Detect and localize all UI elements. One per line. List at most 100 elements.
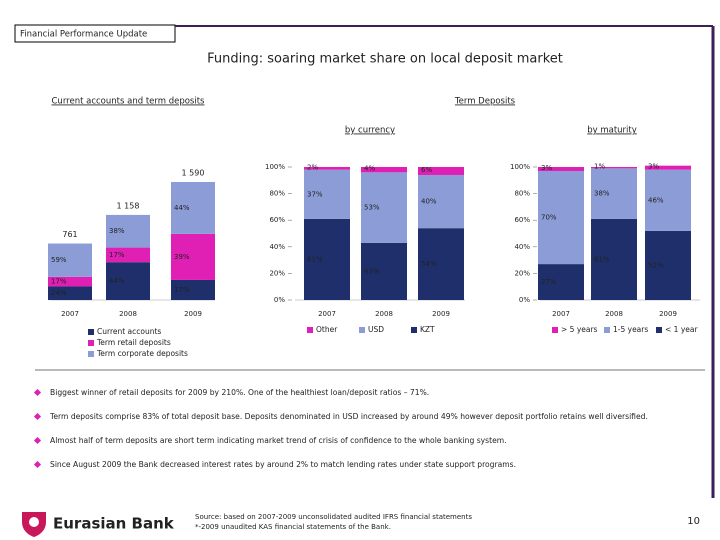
- value-label: 61%: [307, 255, 323, 263]
- y-tick-label: 60%: [514, 216, 530, 224]
- y-tick-label: 0%: [274, 296, 285, 304]
- legend-label: < 1 year: [665, 325, 698, 334]
- bar-segment: [591, 167, 637, 169]
- legend-label: Other: [316, 325, 338, 334]
- bar-segment: [645, 165, 691, 170]
- total-label: 761: [62, 230, 77, 239]
- source-line: Source: based on 2007-2009 unconsolidate…: [195, 513, 472, 521]
- logo: Eurasian Bank: [22, 512, 175, 537]
- bar-segment: [361, 167, 407, 173]
- value-label: 61%: [594, 255, 610, 263]
- bar-segment: [538, 264, 584, 300]
- bar-segment: [591, 218, 637, 300]
- bullet-marker: [33, 436, 42, 445]
- bullet-marker: [33, 388, 42, 397]
- bar-segment: [591, 168, 637, 219]
- bullet-text: Term deposits comprise 83% of total depo…: [49, 412, 648, 421]
- legend-swatch: [552, 327, 558, 333]
- slide-title: Funding: soaring market share on local d…: [207, 52, 563, 67]
- value-label: 70%: [541, 214, 557, 222]
- legend-swatch: [88, 340, 94, 346]
- legend-swatch: [88, 351, 94, 357]
- value-label: 52%: [648, 261, 664, 269]
- bar-segment: [304, 167, 350, 170]
- bar-segment: [645, 169, 691, 231]
- value-label: 6%: [421, 166, 432, 174]
- value-label: 43%: [364, 267, 380, 275]
- value-label: 3%: [541, 164, 552, 172]
- legend-label: USD: [368, 325, 384, 334]
- legend-label: Term retail deposits: [96, 338, 171, 347]
- y-tick-label: 100%: [510, 163, 530, 171]
- x-tick-label: 2008: [605, 310, 623, 318]
- chart-title: by currency: [345, 126, 395, 136]
- y-tick-label: 80%: [269, 190, 285, 198]
- total-label: 1 590: [182, 169, 205, 178]
- y-tick-label: 100%: [265, 163, 285, 171]
- legend-label: Current accounts: [97, 327, 161, 336]
- x-tick-label: 2007: [61, 310, 79, 318]
- bar-segment: [304, 218, 350, 300]
- value-label: 4%: [364, 165, 375, 173]
- value-label: 44%: [109, 277, 125, 285]
- value-label: 17%: [109, 251, 125, 259]
- bar-segment: [171, 279, 215, 300]
- bullet-marker: [33, 460, 42, 469]
- value-label: 53%: [364, 204, 380, 212]
- value-label: 39%: [174, 253, 190, 261]
- legend-label: Term corporate deposits: [96, 349, 188, 358]
- legend-swatch: [604, 327, 610, 333]
- page-number: 10: [687, 516, 700, 527]
- x-tick-label: 2009: [432, 310, 450, 318]
- legend-swatch: [411, 327, 417, 333]
- section-box: [14, 24, 176, 43]
- bar-segment: [106, 262, 150, 300]
- value-label: 17%: [51, 278, 67, 286]
- x-tick-label: 2009: [184, 310, 202, 318]
- bar-segment: [538, 167, 584, 171]
- value-label: 1%: [594, 163, 605, 171]
- legend-swatch: [307, 327, 313, 333]
- value-label: 24%: [51, 289, 67, 297]
- bar-segment: [171, 233, 215, 280]
- value-label: 37%: [307, 190, 323, 198]
- bar-segment: [48, 243, 92, 277]
- bar-segment: [361, 242, 407, 300]
- bar-segment: [48, 286, 92, 300]
- value-label: 38%: [594, 190, 610, 198]
- bar-segment: [418, 167, 464, 175]
- value-label: 54%: [421, 260, 437, 268]
- y-tick-label: 40%: [514, 243, 530, 251]
- total-label: 1 158: [117, 201, 140, 210]
- legend-swatch: [359, 327, 365, 333]
- chart-title: Current accounts and term deposits: [52, 97, 206, 107]
- x-tick-label: 2008: [375, 310, 393, 318]
- y-tick-label: 0%: [519, 296, 530, 304]
- bar-segment: [106, 247, 150, 263]
- bullet-text: Since August 2009 the Bank decreased int…: [50, 460, 516, 469]
- bullet-text: Biggest winner of retail deposits for 20…: [50, 388, 429, 397]
- legend-swatch: [656, 327, 662, 333]
- y-tick-label: 60%: [269, 216, 285, 224]
- section-title: Financial Performance Update: [20, 30, 147, 40]
- x-tick-label: 2009: [659, 310, 677, 318]
- bar-segment: [48, 276, 92, 287]
- logo-emblem: [29, 517, 39, 527]
- source-line: *-2009 unaudited KAS financial statement…: [195, 523, 391, 531]
- bar-segment: [361, 172, 407, 243]
- legend-swatch: [88, 329, 94, 335]
- legend-label: 1-5 years: [613, 325, 648, 334]
- x-tick-label: 2008: [119, 310, 137, 318]
- chart-title: by maturity: [587, 126, 637, 136]
- bar-segment: [538, 170, 584, 265]
- bar-segment: [645, 230, 691, 300]
- bar-segment: [171, 182, 215, 234]
- value-label: 2%: [307, 163, 318, 171]
- legend-label: KZT: [420, 325, 435, 334]
- y-tick-label: 20%: [269, 269, 285, 277]
- bullet-marker: [33, 412, 42, 421]
- bar-segment: [418, 174, 464, 229]
- x-tick-label: 2007: [552, 310, 570, 318]
- value-label: 27%: [541, 278, 557, 286]
